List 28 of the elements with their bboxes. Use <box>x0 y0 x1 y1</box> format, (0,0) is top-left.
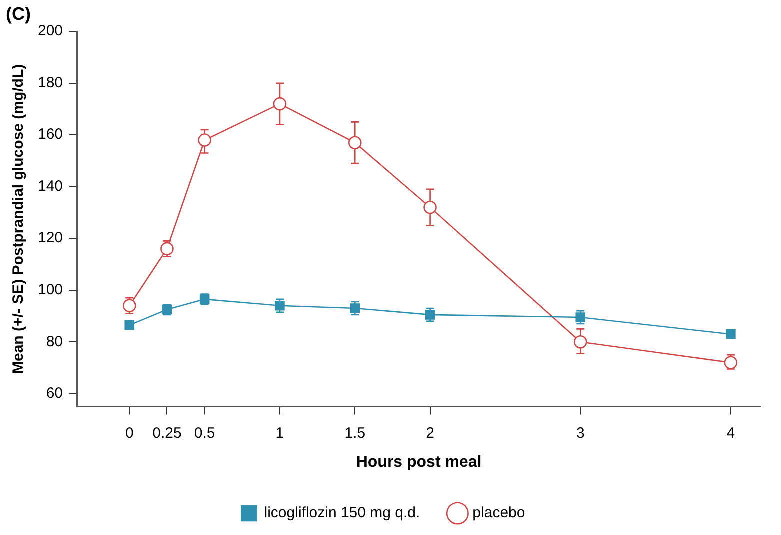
point <box>198 134 212 147</box>
y-tick-label: 60 <box>46 385 64 402</box>
x-axis-title: Hours post meal <box>356 454 482 471</box>
y-tick-label: 100 <box>38 282 64 298</box>
x-tick-label: 4 <box>726 424 736 442</box>
point <box>424 200 437 214</box>
x-tick-label: 3 <box>576 424 585 442</box>
x-tick-label: 1.5 <box>344 424 366 442</box>
legend-label: licogliflozin 150 mg q.d. <box>264 504 420 522</box>
y-tick-label: 200 <box>38 22 64 40</box>
y-tick-label: 140 <box>38 178 64 195</box>
chart-title: (C) <box>6 4 31 24</box>
legend-label: placebo <box>472 504 526 522</box>
y-tick-label: 80 <box>46 333 64 350</box>
y-axis-title: Mean (+/- SE) Postprandial glucose (mg/dL) <box>10 64 28 374</box>
point <box>574 335 588 349</box>
y-tick-label: 160 <box>38 126 64 144</box>
x-tick-label: 1 <box>276 424 284 442</box>
x-tick-label: 0.25 <box>152 424 182 442</box>
point <box>124 320 135 330</box>
point <box>273 97 287 111</box>
point <box>726 329 736 340</box>
y-tick-label: 120 <box>38 230 64 247</box>
y-tick-label: 180 <box>38 74 64 92</box>
x-tick-label: 0.5 <box>194 424 216 442</box>
x-tick-label: 2 <box>426 424 434 442</box>
point <box>348 136 362 150</box>
x-tick-label: 0 <box>125 424 134 442</box>
